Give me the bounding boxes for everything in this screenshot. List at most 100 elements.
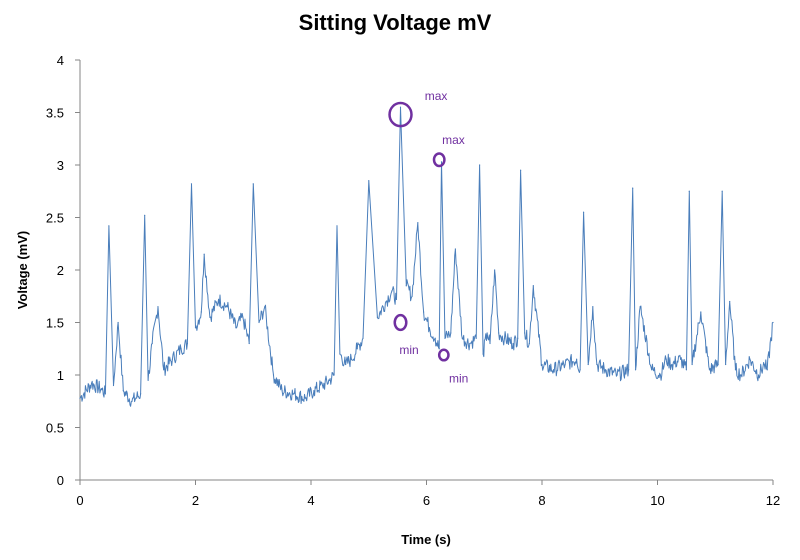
data-point [385,300,387,303]
data-point [708,369,711,371]
data-point [147,379,149,381]
data-point [734,369,737,371]
data-point [248,342,250,345]
x-tick-label: 10 [650,493,664,508]
data-point [616,374,618,376]
data-point [281,390,283,392]
data-point [376,316,379,318]
data-point [596,363,598,366]
data-point [108,225,110,227]
y-tick-label: 1.5 [46,316,64,331]
x-tick-label: 0 [76,493,83,508]
data-point [104,393,107,395]
series-layer [79,106,774,407]
data-point [729,300,731,303]
data-point [144,214,146,216]
data-point [356,348,358,350]
data-point [512,342,514,345]
data-point [242,316,244,318]
data-point [639,306,641,308]
data-point [235,327,237,329]
data-point [272,374,275,376]
data-point [503,337,506,339]
annotation-circle [437,348,450,362]
data-point [79,397,81,399]
y-tick-label: 4 [57,53,64,68]
data-point [438,348,440,350]
x-tick-label: 4 [307,493,314,508]
data-point [151,342,153,345]
data-point [218,298,220,300]
data-point [395,298,398,300]
data-point [763,363,765,366]
data-point [112,384,115,387]
chart-title: Sitting Voltage mV [299,10,492,35]
data-point [423,311,425,313]
data-point [486,332,488,334]
data-point [405,285,407,287]
data-point [428,327,430,329]
data-point [691,363,693,366]
data-point [680,358,682,360]
data-point [685,369,687,371]
data-point [186,342,189,345]
data-point [651,369,653,371]
x-tick-label: 6 [423,493,430,508]
data-point [532,285,534,287]
data-point [180,348,182,350]
data-point [339,353,341,355]
data-point [524,332,526,334]
data-point [659,374,661,376]
data-point [579,369,581,371]
data-point [200,311,202,313]
annotations-layer: max max min min [388,89,468,385]
data-point [766,369,768,371]
data-point [131,400,133,402]
annotation-circle [393,313,408,332]
data-point [725,363,727,366]
annotation-label: max [442,133,465,147]
y-tick-label: 1 [57,368,64,383]
data-point [362,337,364,339]
y-tick-label: 2 [57,263,64,278]
annotation-label: min [449,371,468,385]
ticks-layer: 0 0.5 1 1.5 2 2.5 3 3.5 4 0 2 4 6 8 10 12 [46,53,780,508]
data-point [494,269,496,271]
data-point [258,321,260,324]
data-point [440,161,443,163]
x-tick-label: 8 [538,493,545,508]
data-point [628,369,630,371]
data-point [252,183,254,185]
data-point [475,337,477,339]
data-point [264,306,266,308]
annotation-circle [432,152,446,168]
data-point [592,306,594,308]
data-point [171,358,173,360]
annotation-circle [388,101,413,128]
data-point [469,342,471,345]
data-point [345,363,347,366]
data-point [604,369,607,371]
data-point [391,290,393,292]
data-point [434,337,436,339]
data-point [479,164,481,166]
x-tick-label: 12 [766,493,780,508]
data-point [498,332,500,334]
y-tick-label: 2.5 [46,211,64,226]
data-point [665,358,667,360]
data-point [489,342,491,345]
y-tick-label: 3 [57,158,64,173]
annotation-label: min [399,343,418,357]
data-point [517,337,519,339]
data-point [582,211,585,213]
data-point [399,106,402,108]
series-line [79,106,774,407]
data-point [417,222,419,224]
data-point [520,169,522,171]
y-tick-label: 0 [57,473,64,488]
data-point [552,369,555,371]
data-point [209,316,211,318]
data-point [528,342,530,345]
data-point [304,397,306,399]
